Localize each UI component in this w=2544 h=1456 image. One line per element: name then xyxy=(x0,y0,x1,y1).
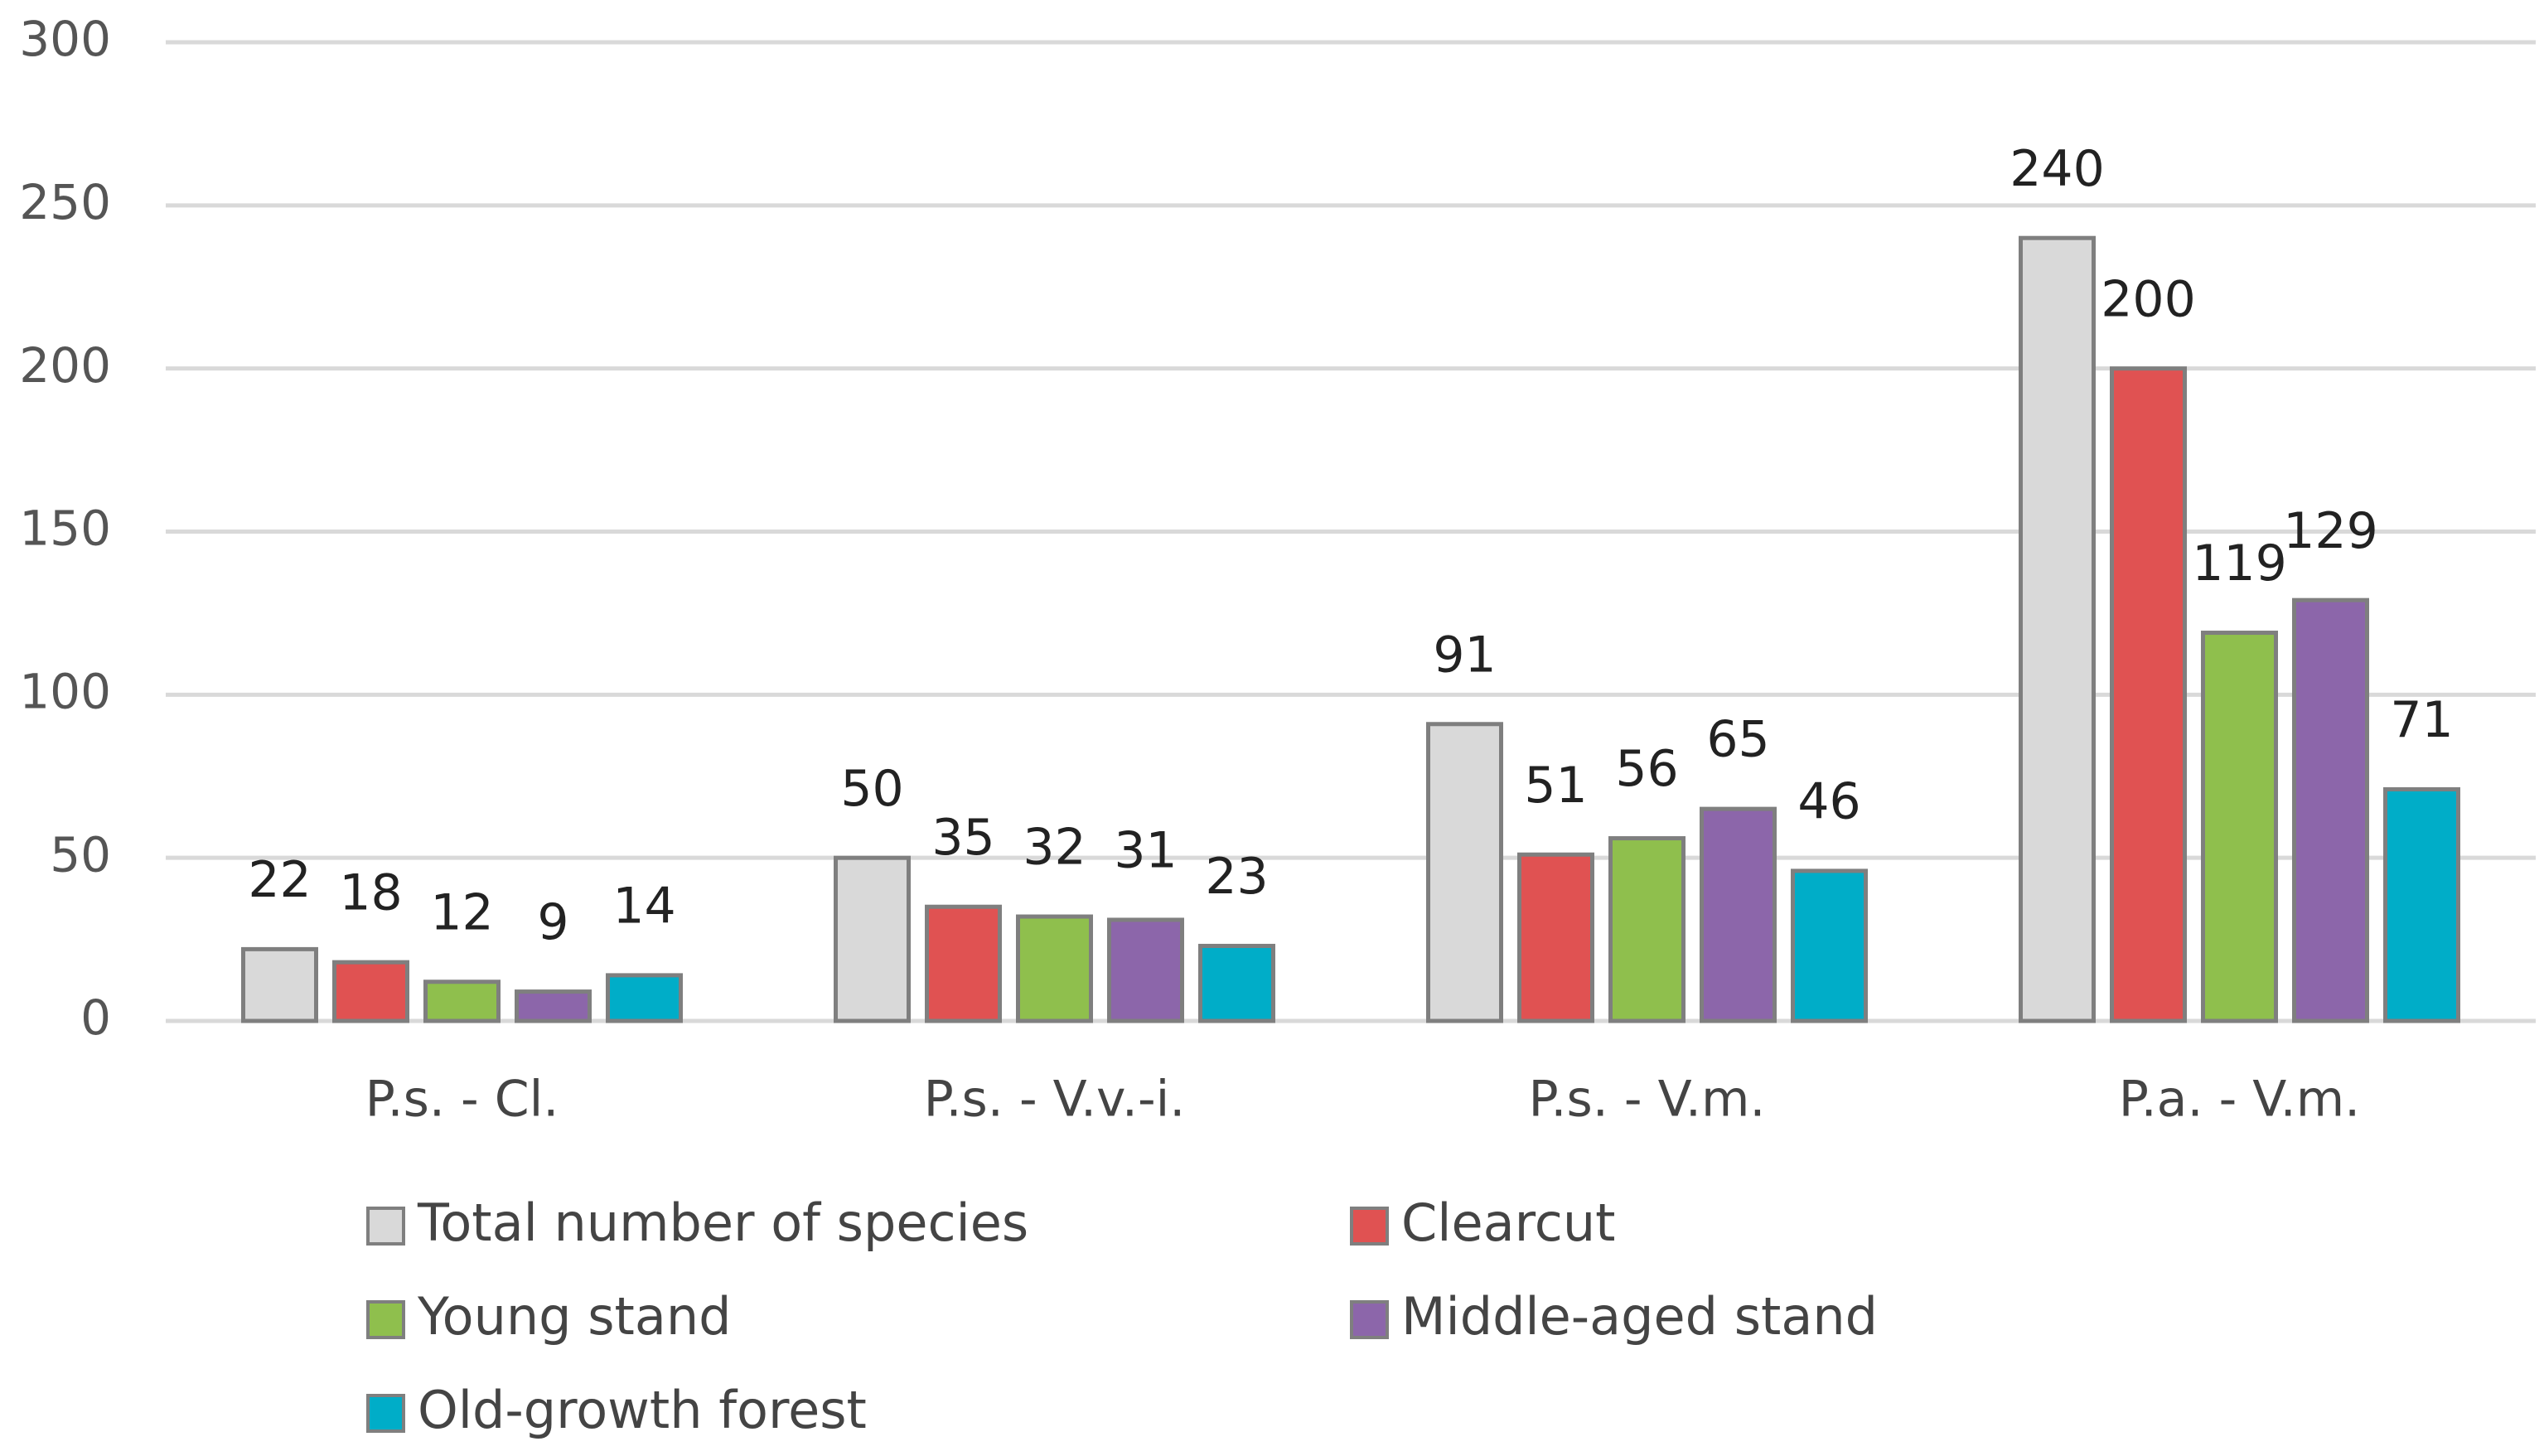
y-tick-label: 0 xyxy=(80,989,111,1046)
value-label: 71 xyxy=(2390,691,2453,749)
legend-swatch xyxy=(1350,1300,1389,1339)
y-tick-label: 150 xyxy=(19,501,111,557)
legend-label: Young stand xyxy=(417,1286,731,1347)
bar xyxy=(1791,868,1868,1023)
bar xyxy=(925,904,1002,1023)
legend-swatch xyxy=(1350,1207,1389,1246)
value-label: 119 xyxy=(2192,535,2287,593)
value-label: 91 xyxy=(1433,626,1496,684)
legend-label: Old-growth forest xyxy=(418,1380,867,1440)
value-label: 35 xyxy=(931,809,994,867)
legend-swatch xyxy=(366,1394,405,1433)
value-label: 56 xyxy=(1615,740,1678,798)
bar xyxy=(515,989,592,1023)
bar xyxy=(423,980,501,1023)
legend-swatch xyxy=(366,1207,405,1246)
bar xyxy=(1700,806,1777,1023)
x-tick-label: P.a. - V.m. xyxy=(2119,1071,2360,1129)
bar xyxy=(2383,786,2460,1023)
y-tick-label: 300 xyxy=(19,11,111,67)
bar xyxy=(2292,597,2369,1023)
bar xyxy=(1517,852,1594,1023)
bar xyxy=(834,855,911,1023)
y-tick-label: 50 xyxy=(50,826,111,883)
x-tick-label: P.s. - V.m. xyxy=(1529,1071,1766,1129)
bar xyxy=(2201,631,2278,1023)
y-tick-label: 100 xyxy=(19,663,111,719)
bar xyxy=(1016,914,1093,1023)
bar xyxy=(1608,836,1686,1023)
bar xyxy=(1426,722,1503,1023)
value-label: 51 xyxy=(1524,757,1587,815)
legend-label: Middle-aged stand xyxy=(1401,1286,1878,1347)
x-tick-label: P.s. - V.v.-i. xyxy=(924,1071,1186,1129)
value-label: 14 xyxy=(612,877,675,935)
value-label: 22 xyxy=(248,851,311,909)
bar xyxy=(606,973,683,1023)
legend-swatch xyxy=(366,1300,405,1339)
value-label: 129 xyxy=(2283,502,2378,560)
y-tick-label: 200 xyxy=(19,337,111,394)
value-label: 50 xyxy=(840,760,903,818)
y-tick-label: 250 xyxy=(19,174,111,230)
value-label: 9 xyxy=(537,893,568,951)
value-label: 23 xyxy=(1205,848,1268,906)
bar xyxy=(2019,235,2096,1023)
x-tick-label: P.s. - Cl. xyxy=(365,1071,559,1129)
bar xyxy=(332,960,409,1023)
value-label: 65 xyxy=(1706,711,1769,769)
value-label: 46 xyxy=(1797,773,1860,831)
bar xyxy=(241,946,318,1023)
legend-label: Total number of species xyxy=(417,1192,1028,1253)
value-label: 18 xyxy=(339,864,402,922)
bar xyxy=(1107,917,1184,1023)
value-label: 31 xyxy=(1114,822,1177,880)
value-label: 200 xyxy=(2101,270,2196,328)
bar xyxy=(1198,943,1275,1023)
value-label: 32 xyxy=(1023,819,1086,877)
legend-label: Clearcut xyxy=(1401,1192,1615,1253)
value-label: 240 xyxy=(2010,140,2105,198)
value-label: 12 xyxy=(430,883,493,941)
bar xyxy=(2110,366,2187,1023)
